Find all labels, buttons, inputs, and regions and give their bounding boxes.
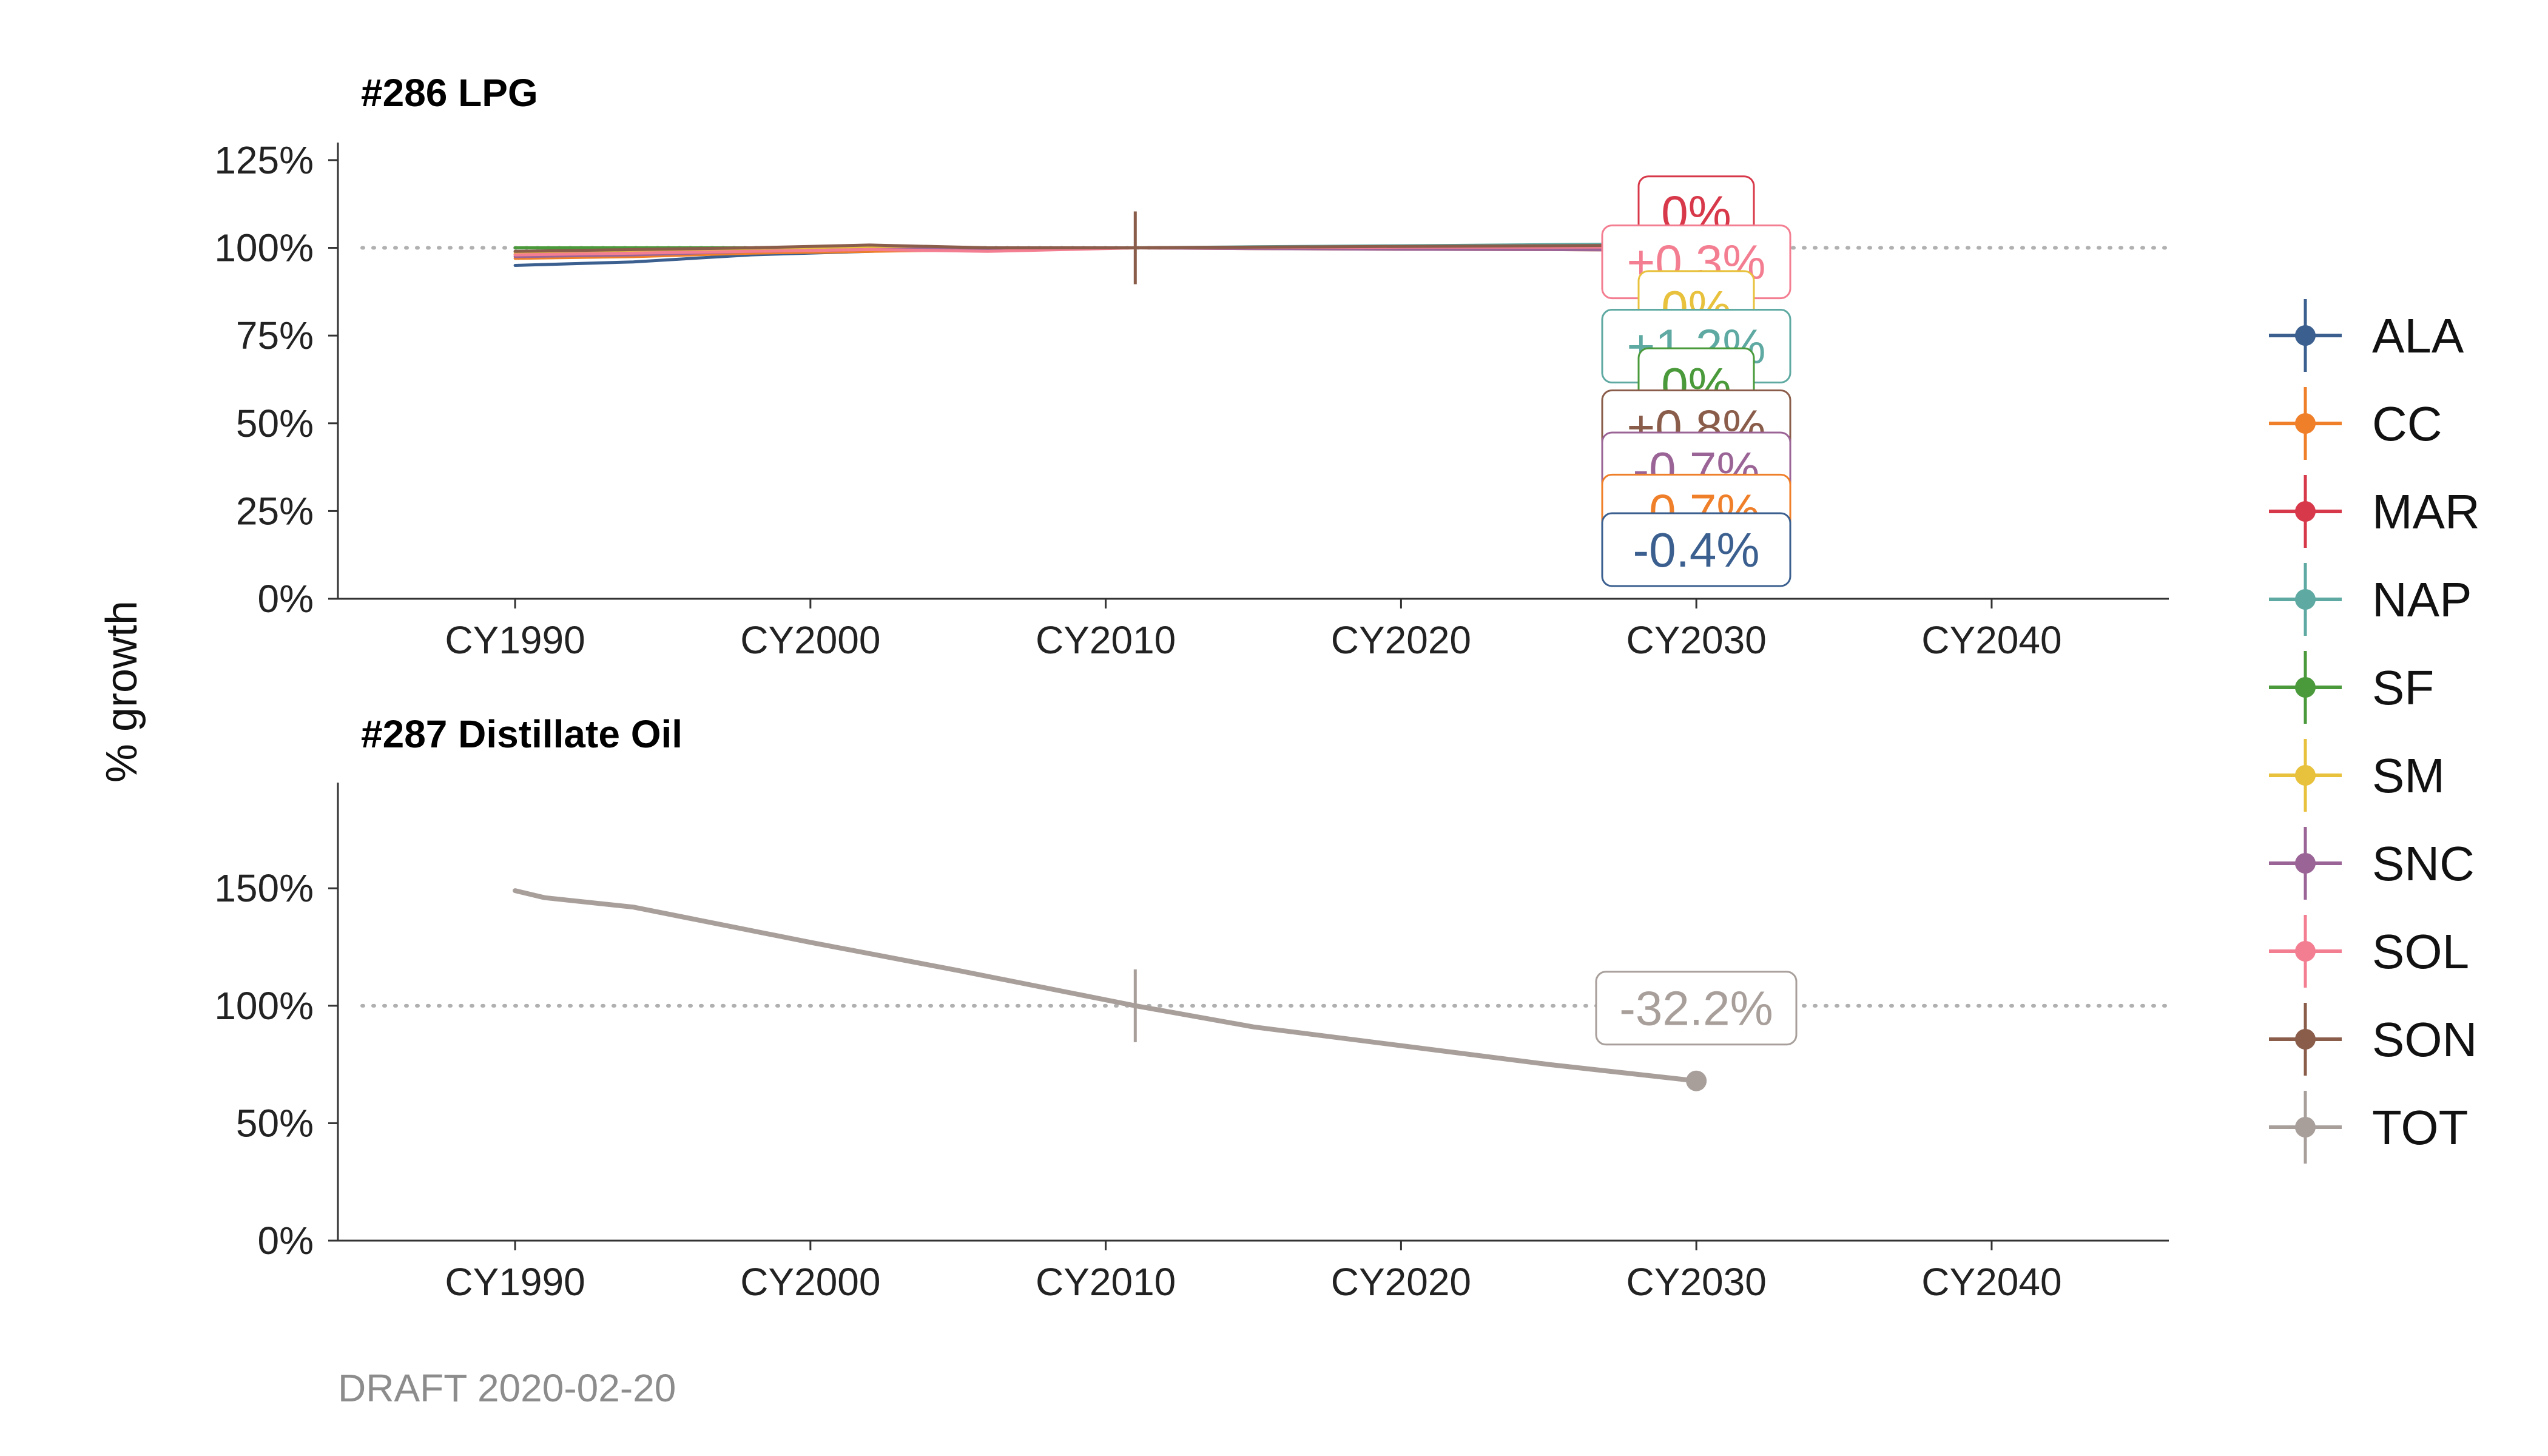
legend-label: ALA (2372, 309, 2464, 363)
legend: ALA CC MAR NAP SF SM SNC SOL SON TOT (2269, 299, 2480, 1164)
panel-distillate-oil: #287 Distillate Oil 0% 50% 100% 150% CY1990 C… (214, 712, 2171, 1304)
growth-label-ala: -0.4% (1601, 512, 1791, 587)
legend-swatch-dot (2295, 677, 2316, 698)
x-tick-label: CY1990 (445, 1260, 585, 1304)
legend-item-sol: SOL (2269, 915, 2469, 988)
x-tick-label: CY2000 (740, 618, 880, 662)
y-tick-label: 50% (236, 402, 314, 445)
series-line-tot (513, 888, 1699, 1084)
series-end-point-tot (1686, 1070, 1707, 1091)
draft-footer: DRAFT 2020-02-20 (338, 1366, 676, 1410)
legend-label: CC (2372, 397, 2442, 451)
legend-item-sm: SM (2269, 739, 2445, 812)
x-tick-label: CY2030 (1626, 1260, 1767, 1304)
legend-swatch-dot (2295, 589, 2316, 610)
y-tick-label: 0% (258, 577, 314, 621)
legend-item-ala: ALA (2269, 299, 2464, 372)
legend-label: SON (2372, 1013, 2477, 1067)
panel-title: #286 LPG (361, 71, 538, 115)
legend-item-son: SON (2269, 1003, 2477, 1076)
legend-label: SOL (2372, 925, 2469, 979)
y-tick-label: 100% (214, 226, 314, 270)
x-tick-label: CY2040 (1921, 618, 2061, 662)
x-tick-label: CY2010 (1036, 618, 1176, 662)
legend-item-mar: MAR (2269, 475, 2480, 548)
panel-lpg: #286 LPG 0% 25% 50% 75% 100% 125% CY1990 CY2000… (214, 71, 2171, 662)
legend-swatch-dot (2295, 1029, 2316, 1050)
legend-label: MAR (2372, 485, 2480, 539)
x-tick-label: CY2030 (1626, 618, 1767, 662)
y-tick-label: 0% (258, 1219, 314, 1262)
growth-label-box (1595, 971, 1798, 1046)
legend-swatch-dot (2295, 413, 2316, 434)
y-axis-title: % growth (98, 601, 146, 783)
x-tick-label: CY2040 (1921, 1260, 2061, 1304)
legend-label: NAP (2372, 573, 2472, 627)
growth-label-box (1601, 512, 1791, 587)
legend-item-tot: TOT (2269, 1091, 2469, 1164)
legend-swatch-dot (2295, 765, 2316, 786)
growth-label-tot: -32.2% (1595, 971, 1798, 1046)
x-tick-label: CY2020 (1331, 618, 1471, 662)
growth-label-text: -0.4% (1633, 523, 1760, 577)
legend-label: TOT (2372, 1100, 2469, 1154)
legend-swatch-dot (2295, 325, 2316, 346)
series-line-son (513, 243, 1698, 253)
legend-item-sf: SF (2269, 651, 2434, 724)
legend-swatch-dot (2295, 853, 2316, 874)
growth-label-text: -32.2% (1619, 982, 1773, 1036)
legend-label: SNC (2372, 837, 2475, 891)
y-tick-label: 100% (214, 984, 314, 1028)
legend-label: SM (2372, 749, 2445, 803)
legend-item-nap: NAP (2269, 563, 2472, 636)
y-tick-label: 50% (236, 1101, 314, 1145)
x-tick-label: CY2010 (1036, 1260, 1176, 1304)
y-tick-label: 75% (236, 314, 314, 357)
x-tick-label: CY2020 (1331, 1260, 1471, 1304)
legend-swatch-dot (2295, 501, 2316, 522)
legend-swatch-dot (2295, 1117, 2316, 1138)
panel-title: #287 Distillate Oil (361, 712, 682, 756)
x-tick-label: CY2000 (740, 1260, 880, 1304)
legend-item-snc: SNC (2269, 827, 2475, 900)
legend-label: SF (2372, 661, 2434, 715)
y-tick-label: 125% (214, 138, 314, 182)
legend-item-cc: CC (2269, 387, 2442, 460)
y-tick-label: 150% (214, 866, 314, 910)
x-tick-label: CY1990 (445, 618, 585, 662)
y-tick-label: 25% (236, 489, 314, 533)
legend-swatch-dot (2295, 941, 2316, 962)
